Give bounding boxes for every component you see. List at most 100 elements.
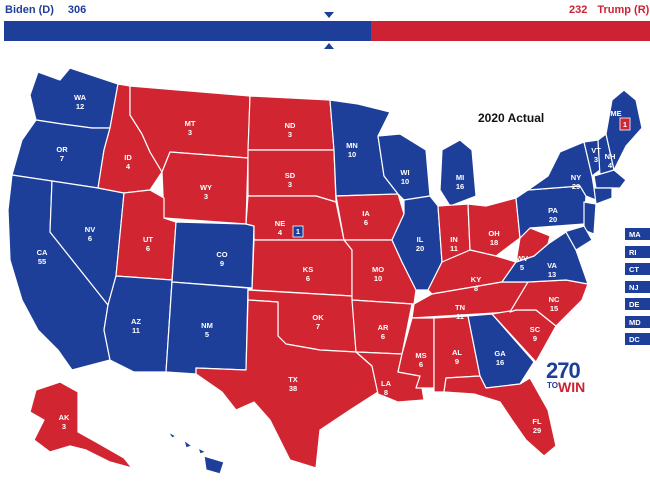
state-ev-nv: 6	[88, 234, 92, 243]
state-label-nv: NV	[85, 225, 95, 234]
state-ev-va: 13	[548, 270, 556, 279]
state-label-ga: GA	[494, 349, 506, 358]
small-state-dc[interactable]: DC	[624, 332, 650, 346]
small-state-ma[interactable]: MA	[624, 227, 650, 241]
state-label-ia: IA	[362, 209, 370, 218]
tally-header: Biden (D) 306 232 Trump (R)	[0, 0, 650, 18]
dem-bar-fill	[4, 21, 372, 41]
state-label-id: ID	[124, 153, 132, 162]
state-ev-tn: 11	[456, 312, 464, 321]
state-ev-hi: 4	[194, 464, 199, 473]
state-label-or: OR	[56, 145, 68, 154]
state-labels: WA12OR7CA55NV6ID4MT3WY3UT6AZ11CO9NM5ND3S…	[37, 93, 622, 473]
state-label-wa: WA	[74, 93, 87, 102]
state-ev-wa: 12	[76, 102, 84, 111]
state-label-ms: MS	[415, 351, 426, 360]
state-hi[interactable]	[167, 431, 225, 475]
state-wy[interactable]	[161, 151, 249, 225]
state-il[interactable]	[391, 195, 443, 291]
state-label-al: AL	[452, 348, 462, 357]
state-ev-pa: 20	[549, 215, 557, 224]
state-label-ok: OK	[312, 313, 324, 322]
state-label-la: LA	[381, 379, 392, 388]
state-label-oh: OH	[488, 229, 499, 238]
state-ev-mn: 10	[348, 150, 356, 159]
state-ev-sd: 3	[288, 180, 292, 189]
tally-bar	[4, 21, 650, 41]
state-label-nc: NC	[549, 295, 560, 304]
state-label-me: ME	[610, 109, 621, 118]
state-ev-ne: 4	[278, 228, 283, 237]
state-label-nh: NH	[605, 152, 616, 161]
state-ak[interactable]	[29, 381, 133, 469]
state-label-co: CO	[216, 250, 227, 259]
state-ev-ms: 6	[419, 360, 423, 369]
state-fl[interactable]	[443, 375, 557, 457]
state-label-ak: AK	[59, 413, 70, 422]
dem-electoral-votes: 306	[67, 4, 87, 16]
small-state-md[interactable]: MD	[624, 314, 650, 329]
rep-electoral-votes: 232	[569, 4, 588, 16]
state-ev-tx: 38	[289, 384, 297, 393]
state-ev-ok: 7	[316, 322, 320, 331]
state-label-ne: NE	[275, 219, 285, 228]
state-oh[interactable]	[467, 197, 521, 257]
state-label-tn: TN	[455, 303, 465, 312]
map-title: 2020 Actual	[478, 111, 545, 125]
state-ev-la: 8	[384, 388, 388, 397]
state-md-shape[interactable]	[549, 225, 593, 251]
small-state-nj[interactable]: NJ	[624, 279, 650, 294]
state-ev-nd: 3	[288, 130, 292, 139]
state-ev-nm: 5	[205, 330, 209, 339]
state-label-sd: SD	[285, 171, 296, 180]
state-ev-wy: 3	[204, 192, 208, 201]
state-ev-ca: 55	[38, 257, 46, 266]
state-ia[interactable]	[335, 193, 405, 241]
state-label-ar: AR	[378, 323, 389, 332]
me-district-badge	[619, 117, 631, 131]
small-state-ct[interactable]: CT	[624, 262, 650, 276]
state-tx[interactable]	[195, 299, 379, 469]
state-label-nd: ND	[285, 121, 296, 130]
state-ev-ky: 8	[474, 284, 478, 293]
state-label-va: VA	[547, 261, 557, 270]
state-ev-ut: 6	[146, 244, 150, 253]
state-label-sc: SC	[530, 325, 541, 334]
state-ct-shape[interactable]	[593, 187, 613, 205]
small-state-de[interactable]: DE	[624, 297, 650, 311]
logo-number: 270	[546, 358, 581, 383]
state-ev-ar: 6	[381, 332, 385, 341]
state-label-hi: HI	[192, 455, 200, 464]
state-ev-sc: 9	[533, 334, 537, 343]
state-nj-shape[interactable]	[583, 201, 597, 235]
dem-candidate-name: Biden (D)	[5, 4, 54, 16]
state-ev-oh: 18	[490, 238, 498, 247]
state-ev-vt: 3	[594, 155, 598, 164]
state-mi[interactable]	[439, 139, 477, 207]
state-label-wi: WI	[400, 168, 409, 177]
state-ev-ks: 6	[306, 274, 310, 283]
state-label-mi: MI	[456, 173, 464, 182]
state-label-pa: PA	[548, 206, 558, 215]
rep-bar-fill	[371, 21, 650, 41]
state-ev-fl: 29	[533, 426, 541, 435]
state-co[interactable]	[171, 221, 255, 289]
logo-to: TO	[547, 381, 558, 390]
state-ev-mt: 3	[188, 128, 192, 137]
state-label-ca: CA	[37, 248, 48, 257]
state-ev-mo: 10	[374, 274, 382, 283]
state-ma-shape[interactable]	[593, 169, 627, 189]
logo-win: WIN	[558, 379, 586, 395]
state-label-mo: MO	[372, 265, 384, 274]
small-state-ri[interactable]: RI	[624, 244, 650, 259]
state-ev-id: 4	[126, 162, 131, 171]
state-ev-co: 9	[220, 259, 224, 268]
state-label-ks: KS	[303, 265, 313, 274]
state-ev-az: 11	[132, 326, 140, 335]
state-label-ny: NY	[571, 173, 581, 182]
state-ev-in: 11	[450, 244, 458, 253]
state-label-ky: KY	[471, 275, 481, 284]
state-label-vt: VT	[591, 146, 601, 155]
rep-tally: 232 Trump (R)	[569, 4, 649, 16]
